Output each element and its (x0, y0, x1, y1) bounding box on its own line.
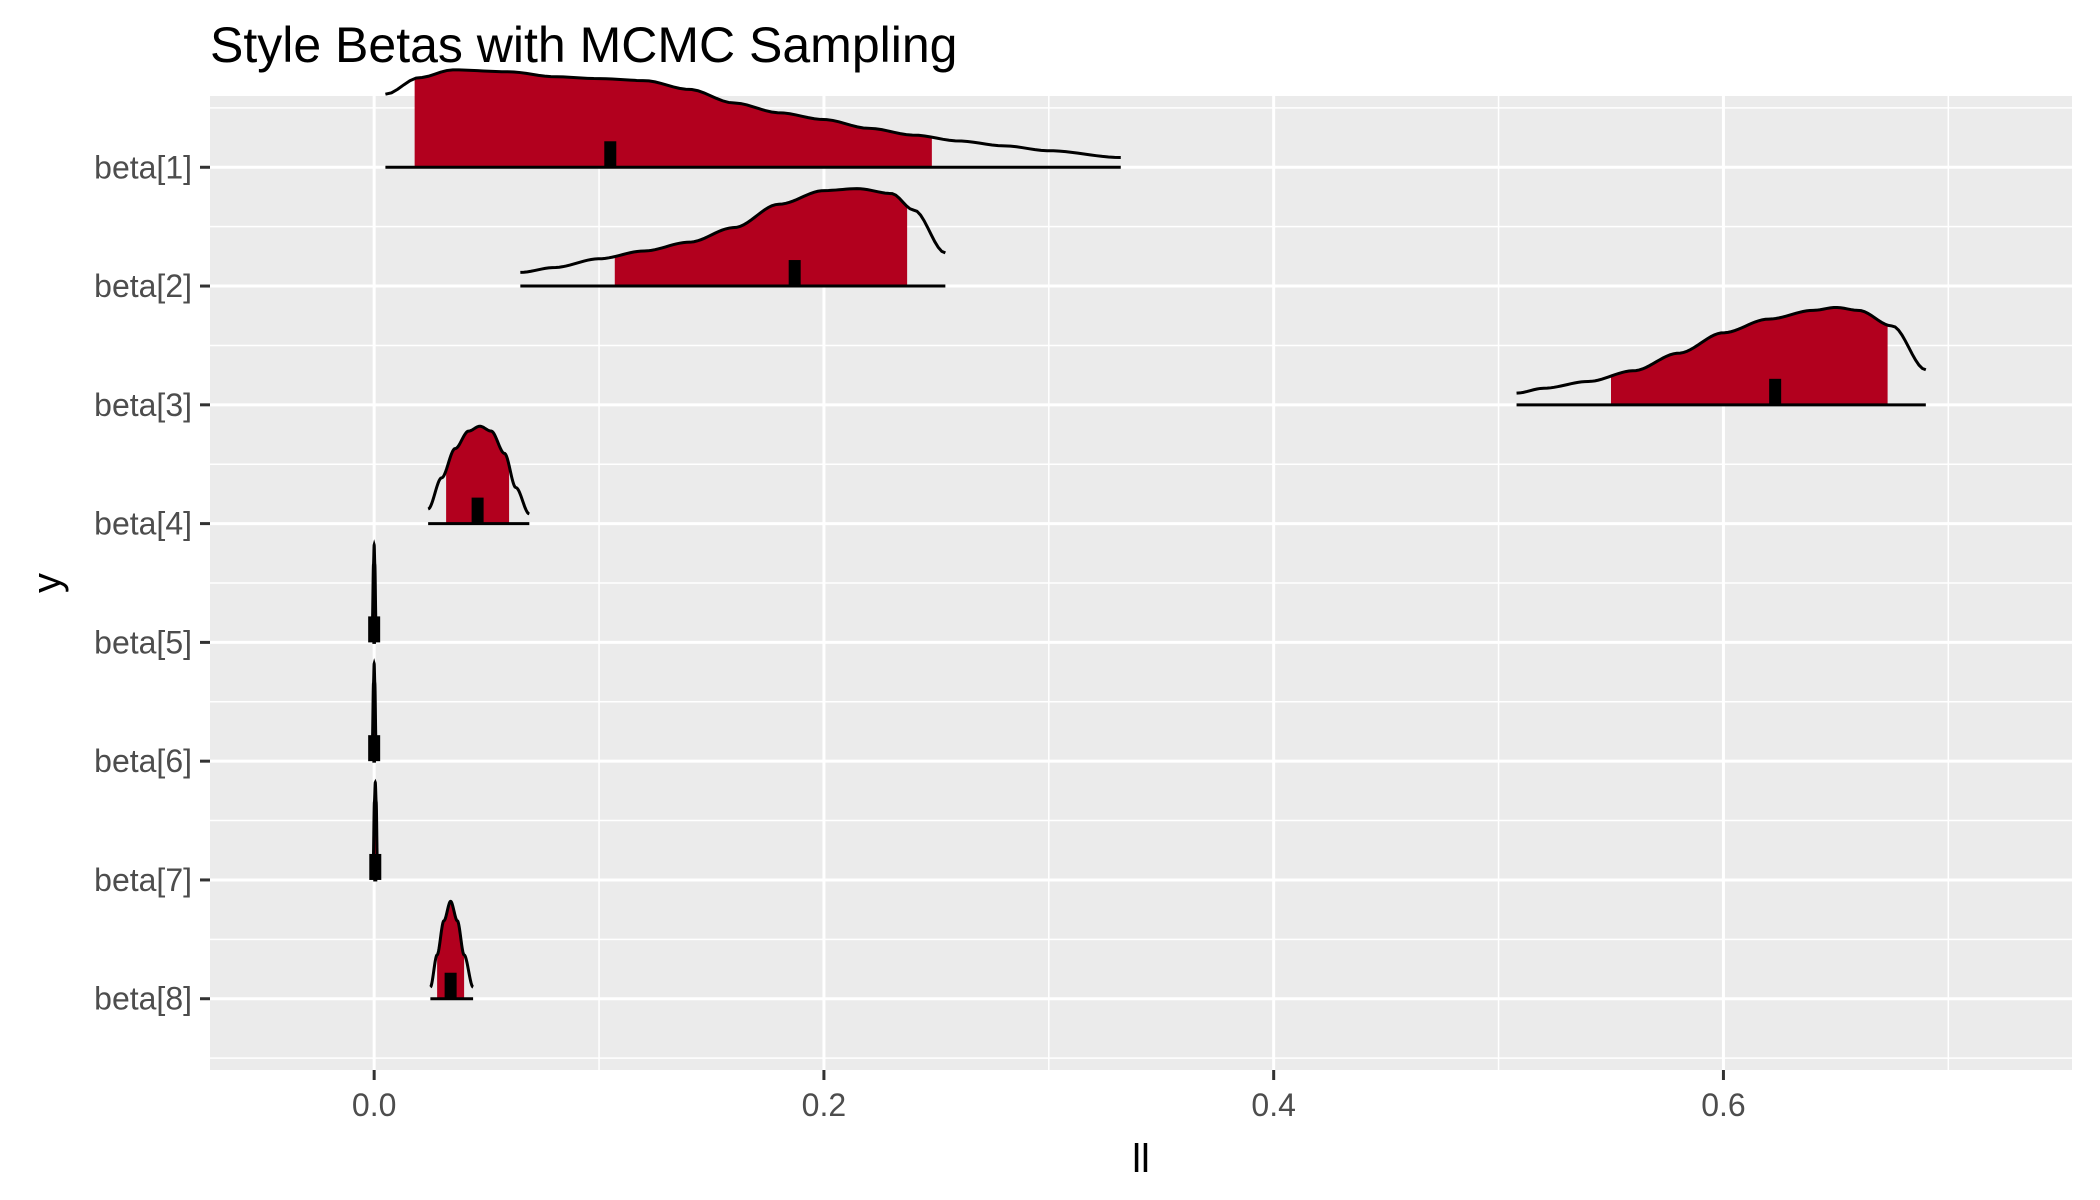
ridge-outline-1 (385, 68, 1121, 160)
y-tick-label: beta[2] (94, 268, 192, 304)
ridge-fill-2 (614, 188, 908, 287)
ridge-fill-3 (1611, 307, 1888, 405)
density-ridges (368, 68, 1927, 1001)
ridge-outline-8 (429, 899, 474, 989)
y-tick-label: beta[4] (94, 506, 192, 542)
x-axis: 0.0 0.2 0.4 0.6 (352, 1070, 1746, 1123)
ridge-median-2 (788, 260, 801, 287)
ridge-median-7 (369, 853, 382, 880)
y-axis: beta[1] beta[2] beta[3] beta[4] beta[5] beta[… (94, 149, 210, 1017)
y-tick-label: beta[7] (94, 862, 192, 898)
x-tick-label: 0.2 (802, 1087, 846, 1123)
ridge-outline-5 (370, 539, 378, 624)
y-tick-label: beta[8] (94, 981, 192, 1017)
ridge-outline-6 (370, 658, 378, 743)
ridge-fill-8 (437, 901, 465, 999)
y-tick-label: beta[6] (94, 743, 192, 779)
ridge-median-5 (368, 616, 381, 643)
ridge-median-3 (1769, 378, 1782, 405)
ridge-outline-2 (520, 187, 946, 274)
ridge-median-4 (471, 497, 484, 524)
ridge-fill-4 (446, 426, 510, 524)
x-tick-label: 0.6 (1701, 1087, 1745, 1123)
ridge-median-8 (444, 972, 457, 999)
x-tick-label: 0.4 (1251, 1087, 1295, 1123)
ridge-fill-1 (414, 69, 932, 168)
ridge-median-6 (368, 735, 381, 762)
y-tick-label: beta[1] (94, 149, 192, 185)
ridge-outline-4 (427, 424, 530, 516)
y-tick-label: beta[3] (94, 387, 192, 423)
chart-title: Style Betas with MCMC Sampling (210, 17, 957, 73)
y-tick-label: beta[5] (94, 624, 192, 660)
ridge-outline-3 (1516, 305, 1927, 395)
x-tick-label: 0.0 (352, 1087, 396, 1123)
y-axis-label: y (25, 573, 69, 593)
ridge-median-1 (604, 141, 617, 168)
x-axis-label: ll (1132, 1137, 1150, 1181)
ridge-outline-7 (371, 778, 379, 861)
